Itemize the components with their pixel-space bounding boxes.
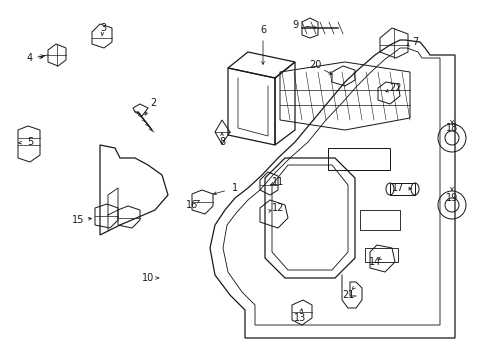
Text: 8: 8 <box>219 137 224 147</box>
Text: 3: 3 <box>100 23 106 33</box>
Text: 6: 6 <box>260 25 265 35</box>
Text: 12: 12 <box>271 203 284 213</box>
Text: 1: 1 <box>231 183 238 193</box>
Text: 5: 5 <box>27 137 33 147</box>
Text: 15: 15 <box>72 215 84 225</box>
Text: 9: 9 <box>291 20 298 30</box>
Text: 19: 19 <box>445 193 457 203</box>
Text: 21: 21 <box>341 290 353 300</box>
Text: 7: 7 <box>411 37 417 47</box>
Text: 11: 11 <box>271 177 284 187</box>
Text: 2: 2 <box>149 98 156 108</box>
Text: 22: 22 <box>388 83 401 93</box>
Text: 17: 17 <box>391 183 404 193</box>
Text: 13: 13 <box>293 313 305 323</box>
Text: 18: 18 <box>445 123 457 133</box>
Text: 14: 14 <box>368 257 380 267</box>
Text: 10: 10 <box>142 273 154 283</box>
Text: 16: 16 <box>185 200 198 210</box>
Text: 20: 20 <box>308 60 321 70</box>
Text: 4: 4 <box>27 53 33 63</box>
